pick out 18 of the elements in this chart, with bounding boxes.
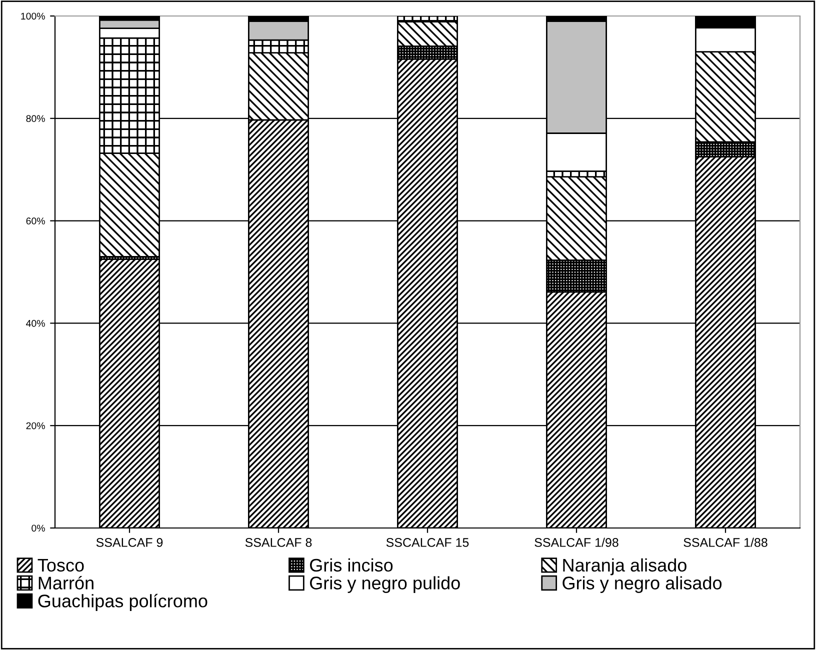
y-tick-label: 60% [26, 218, 45, 224]
y-tick-label: 0% [32, 524, 45, 532]
legend-label: Gris y negro pulido [310, 576, 460, 594]
y-tick-label: 80% [26, 115, 45, 122]
legend-label: Naranja alisado [563, 558, 686, 576]
y-tick-label: 40% [26, 320, 45, 327]
y-tick-label: 20% [26, 422, 45, 430]
legend-label: Tosco [38, 559, 84, 572]
x-tick-label: SSCALCAF 15 [386, 538, 469, 547]
legend-label: Marrón [38, 576, 94, 590]
legend-label: Guachipas polícromo [38, 594, 208, 611]
x-tick-label: SSALCAF 1/88 [684, 538, 768, 547]
x-tick-label: SSALCAF 1/98 [534, 538, 618, 547]
legend-label: Gris inciso [310, 558, 393, 572]
x-tick-label: SSALCAF 8 [245, 538, 312, 547]
legend-label: Gris y negro alisado [562, 576, 722, 594]
y-tick-label: 100% [21, 12, 45, 20]
x-tick-label: SSALCAF 9 [96, 538, 163, 547]
